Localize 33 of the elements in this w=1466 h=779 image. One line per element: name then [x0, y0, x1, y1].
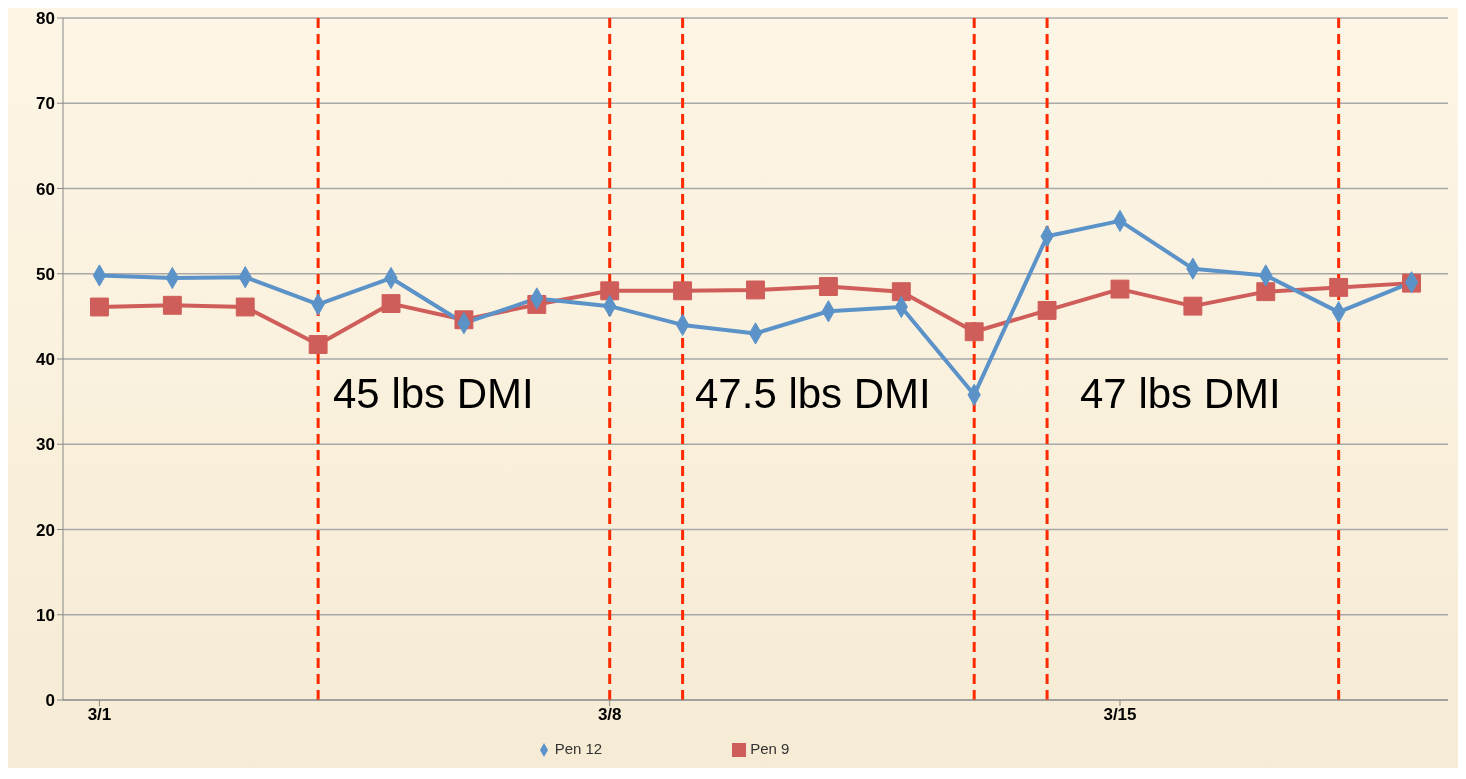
- y-tick-label: 60: [36, 179, 55, 199]
- y-tick-label: 70: [36, 94, 55, 114]
- point: [162, 295, 182, 315]
- point: [235, 297, 255, 317]
- point: [381, 294, 401, 314]
- point: [308, 335, 328, 354]
- point: [891, 282, 911, 302]
- point: [1183, 296, 1203, 316]
- point: [1037, 300, 1057, 320]
- point: [673, 281, 693, 301]
- x-tick-label: 3/8: [597, 705, 622, 725]
- y-tick-label: 40: [36, 350, 55, 370]
- point: [746, 280, 765, 300]
- y-tick-label: 10: [36, 605, 55, 625]
- y-tick-label: 80: [36, 9, 55, 29]
- point: [964, 322, 984, 342]
- x-tick-label: 3/1: [87, 705, 112, 725]
- point: [818, 277, 838, 296]
- y-tick-label: 0: [45, 691, 55, 711]
- point: [1256, 282, 1276, 302]
- y-tick-label: 30: [36, 435, 55, 455]
- annotation: 45 lbs DMI: [333, 370, 534, 418]
- legend-label: Pen 9: [750, 740, 790, 757]
- y-tick-label: 20: [36, 520, 55, 540]
- point: [1329, 277, 1349, 297]
- annotation: 47 lbs DMI: [1080, 370, 1281, 418]
- annotation: 47.5 lbs DMI: [695, 370, 931, 418]
- x-tick-label: 3/15: [1103, 705, 1137, 725]
- point: [1110, 279, 1130, 299]
- point: [90, 297, 109, 317]
- y-tick-label: 50: [36, 264, 55, 284]
- point: [600, 281, 620, 301]
- legend-label: Pen 12: [554, 740, 603, 757]
